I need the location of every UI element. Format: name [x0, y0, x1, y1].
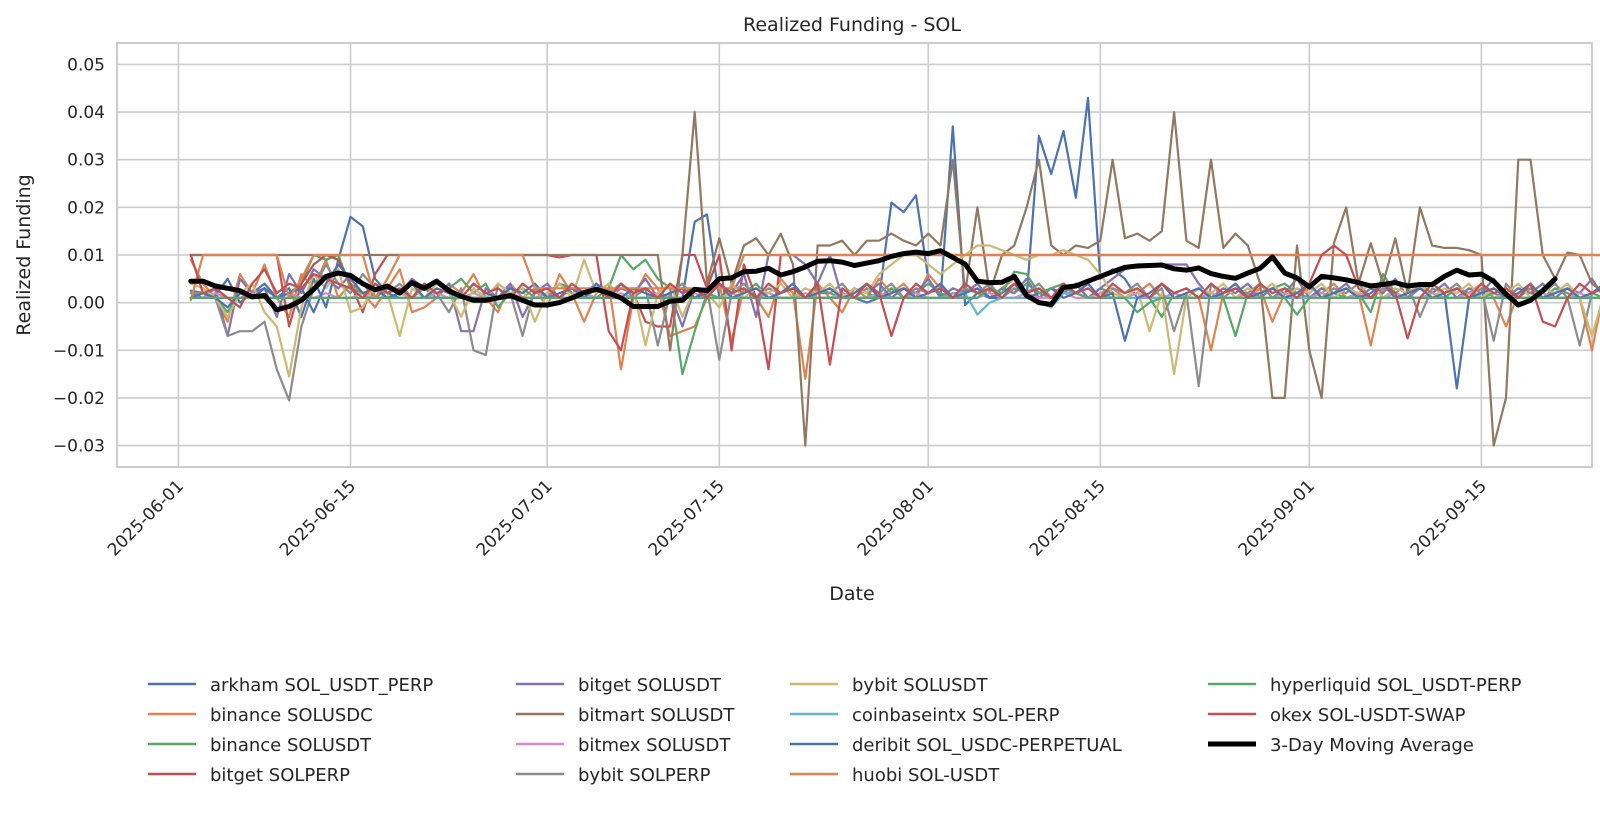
legend-label: deribit SOL_USDC-PERPETUAL — [852, 735, 1122, 756]
legend-label: bitmart SOLUSDT — [578, 705, 735, 726]
series-line — [189, 270, 1600, 316]
y-tick-label: 0.03 — [67, 151, 105, 171]
y-tick-label: −0.03 — [53, 437, 105, 457]
x-tick-label: 2025-06-01 — [104, 476, 188, 560]
legend-label: bybit SOLPERP — [578, 765, 711, 786]
chart-title: Realized Funding - SOL — [743, 14, 961, 36]
x-tick-label: 2025-07-01 — [473, 476, 557, 560]
legend-label: 3-Day Moving Average — [1270, 735, 1474, 756]
series-line — [189, 244, 1600, 366]
x-tick-label: 2025-09-01 — [1235, 476, 1319, 560]
legend-label: bybit SOLUSDT — [852, 675, 988, 696]
x-tick-label: 2025-08-15 — [1026, 476, 1110, 560]
legend-label: bitget SOLPERP — [210, 765, 350, 786]
series-line — [188, 248, 1558, 313]
legend-label: bitget SOLUSDT — [578, 675, 722, 696]
y-tick-label: 0.04 — [67, 103, 105, 123]
legend-label: bitmex SOLUSDT — [578, 735, 731, 756]
series-lines — [188, 96, 1600, 447]
legend-label: coinbaseintx SOL-PERP — [852, 705, 1060, 726]
y-tick-label: −0.01 — [53, 341, 105, 361]
x-axis-label: Date — [829, 583, 874, 605]
legend-label: binance SOLUSDT — [210, 735, 372, 756]
legend-label: okex SOL-USDT-SWAP — [1270, 705, 1466, 726]
series-line — [189, 263, 1600, 390]
legend-label: binance SOLUSDC — [210, 705, 373, 726]
x-axis-ticks: 2025-06-01 2025-06-15 2025-07-01 2025-07-15… — [104, 476, 1491, 560]
x-tick-label: 2025-08-01 — [854, 476, 938, 560]
y-tick-label: 0.02 — [67, 198, 105, 218]
legend-label: arkham SOL_USDT_PERP — [210, 675, 433, 696]
x-tick-label: 2025-09-15 — [1407, 476, 1491, 560]
y-tick-label: 0.01 — [67, 246, 105, 266]
y-axis-label: Realized Funding — [13, 174, 35, 335]
y-tick-label: 0.05 — [67, 55, 105, 75]
y-tick-label: −0.02 — [53, 389, 105, 409]
y-axis-ticks: −0.03 −0.02 −0.01 0.00 0.01 0.02 0.03 0.04 0.05 — [53, 55, 105, 456]
x-tick-label: 2025-07-15 — [645, 476, 729, 560]
legend-label: hyperliquid SOL_USDT-PERP — [1270, 675, 1522, 696]
legend-label: huobi SOL-USDT — [852, 765, 1000, 786]
x-tick-label: 2025-06-15 — [276, 476, 360, 560]
y-tick-label: 0.00 — [67, 294, 105, 314]
